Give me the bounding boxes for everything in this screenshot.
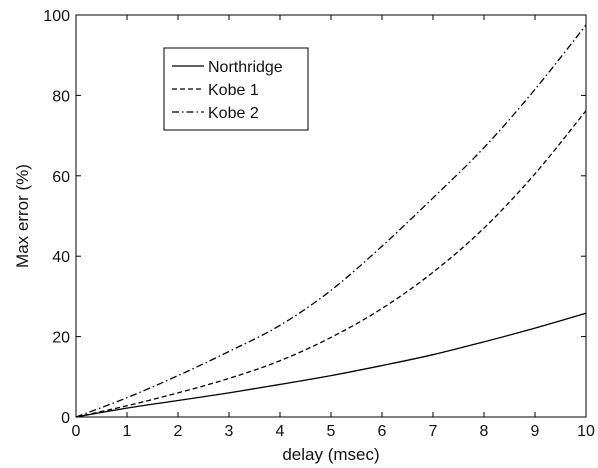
x-tick-label: 2 xyxy=(174,423,183,440)
legend-label-kobe-1: Kobe 1 xyxy=(208,82,259,99)
x-tick-label: 9 xyxy=(531,423,540,440)
series-line-kobe-1 xyxy=(75,110,587,418)
x-axis: 0 1 2 3 4 5 6 7 8 9 10 xyxy=(72,15,595,440)
x-tick-label: 3 xyxy=(225,423,234,440)
y-axis: 0 20 40 60 80 100 xyxy=(43,8,586,427)
x-tick-label: 7 xyxy=(429,423,438,440)
x-tick-label: 0 xyxy=(72,423,81,440)
y-tick-label: 100 xyxy=(43,8,70,25)
y-tick-label: 60 xyxy=(52,169,70,186)
y-axis-title: Max error (%) xyxy=(13,164,32,268)
x-tick-label: 1 xyxy=(123,423,132,440)
y-tick-label: 0 xyxy=(61,410,70,427)
x-tick-label: 8 xyxy=(480,423,489,440)
x-tick-label: 6 xyxy=(378,423,387,440)
series-line-kobe-2 xyxy=(75,24,587,418)
y-tick-label: 20 xyxy=(52,330,70,347)
y-tick-label: 40 xyxy=(52,249,70,266)
series-layer xyxy=(75,24,587,418)
legend: Northridge Kobe 1 Kobe 2 xyxy=(163,47,309,131)
plot-area xyxy=(75,14,587,418)
y-tick-label: 80 xyxy=(52,88,70,105)
legend-label-northridge: Northridge xyxy=(208,59,283,76)
x-tick-label: 4 xyxy=(276,423,285,440)
x-tick-label: 5 xyxy=(327,423,336,440)
legend-label-kobe-2: Kobe 2 xyxy=(208,105,259,122)
x-axis-title: delay (msec) xyxy=(282,445,379,464)
series-line-northridge xyxy=(75,312,587,418)
x-tick-label: 10 xyxy=(577,423,595,440)
